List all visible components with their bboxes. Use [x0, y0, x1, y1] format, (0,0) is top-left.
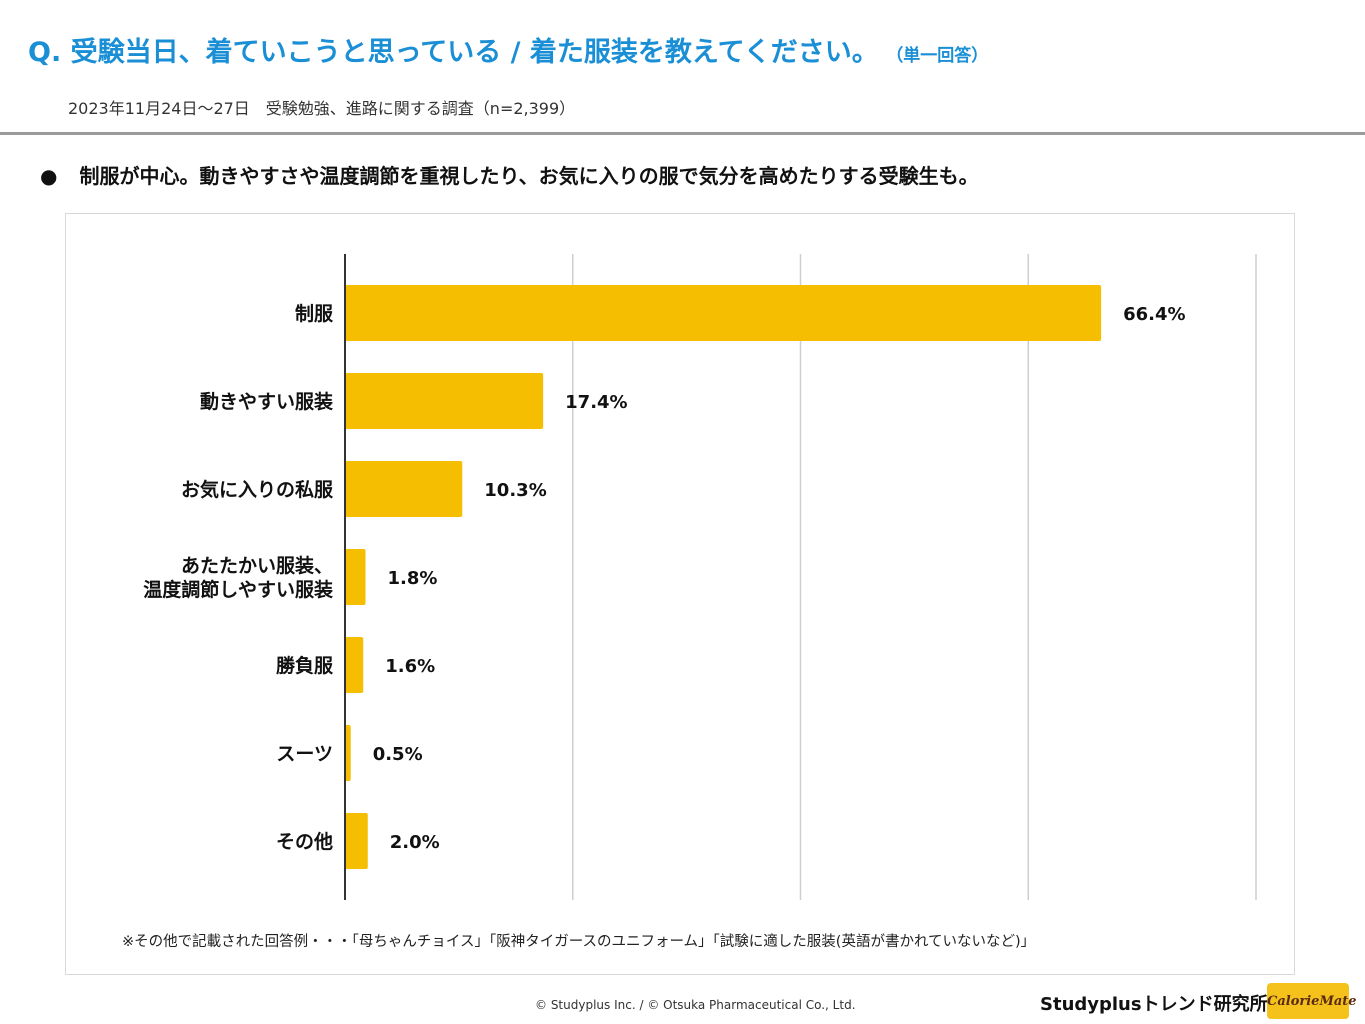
bar	[345, 725, 351, 781]
bar	[345, 813, 368, 869]
footnote: ※その他で記載された回答例・・・「母ちゃんチョイス」「阪神タイガースのユニフォー…	[122, 934, 1036, 950]
bar	[345, 637, 364, 693]
header-divider	[0, 132, 1365, 135]
bar	[345, 373, 544, 429]
bar	[345, 549, 366, 605]
category-label: あたたかい服装、温度調節しやすい服装	[143, 554, 333, 601]
value-label: 17.4%	[565, 392, 627, 413]
category-label: 動きやすい服装	[200, 390, 333, 413]
category-label: お気に入りの私服	[181, 478, 334, 501]
bar	[345, 461, 463, 517]
bullet-icon: ●	[40, 164, 58, 188]
bar-chart: 制服 66.4% 動きやすい服装 17.4% お気に入りの私服 10.3% あたたかい服装、…	[143, 254, 1257, 900]
value-label: 10.3%	[484, 480, 546, 501]
chart-frame: 制服 66.4% 動きやすい服装 17.4% お気に入りの私服 10.3% あたたかい服装、…	[65, 213, 1295, 975]
caloriemate-logo: CalorieMate	[1267, 983, 1357, 1019]
answer-type-note: （単一回答）	[894, 46, 989, 66]
question-text: Q. 受験当日、着ていこうと思っている / 着た服装を教えてください。	[28, 37, 879, 68]
copyright: © Studyplus Inc. / © Otsuka Pharmaceutic…	[535, 998, 856, 1012]
bar	[345, 285, 1102, 341]
category-label: スーツ	[276, 743, 333, 765]
survey-info: 2023年11月24日～27日 受験勉強、進路に関する調査（n=2,399）	[68, 99, 576, 118]
category-label: その他	[276, 830, 333, 853]
page-title: Q. 受験当日、着ていこうと思っている / 着た服装を教えてください。 （単一回答…	[28, 30, 988, 69]
finding-text: 制服が中心。動きやすさや温度調節を重視したり、お気に入りの服で気分を高めたりする…	[79, 164, 979, 188]
key-finding: ● 制服が中心。動きやすさや温度調節を重視したり、お気に入りの服で気分を高めたりす…	[40, 160, 979, 189]
value-label: 1.6%	[385, 656, 435, 677]
value-label: 0.5%	[373, 744, 423, 765]
category-label: 制服	[295, 302, 334, 325]
value-label: 66.4%	[1123, 304, 1185, 325]
brand-name: Studyplusトレンド研究所	[1040, 994, 1268, 1015]
value-label: 1.8%	[387, 568, 437, 589]
value-label: 2.0%	[390, 832, 440, 853]
category-label: 勝負服	[276, 654, 334, 677]
